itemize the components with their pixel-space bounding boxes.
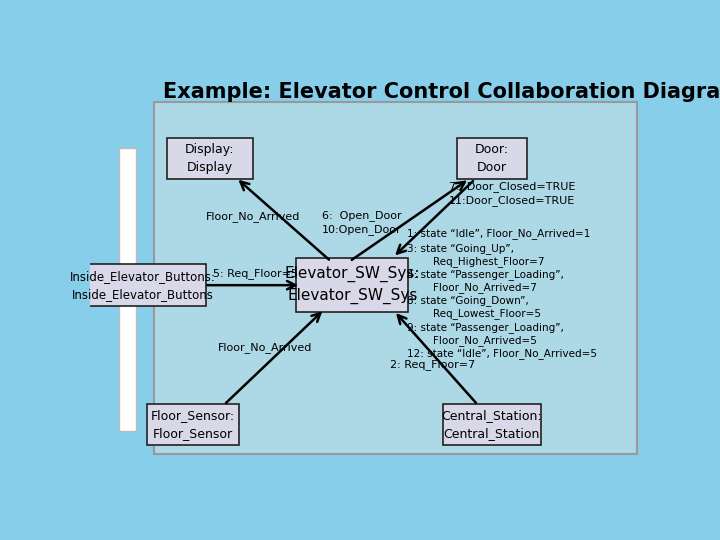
Text: Req_Highest_Floor=7: Req_Highest_Floor=7	[407, 255, 544, 267]
Text: Floor_No_Arrived=5: Floor_No_Arrived=5	[407, 335, 537, 346]
Text: Floor_No_Arrived: Floor_No_Arrived	[218, 342, 312, 353]
Text: 8: state “Going_Down”,: 8: state “Going_Down”,	[407, 295, 528, 306]
FancyBboxPatch shape	[147, 404, 239, 446]
Text: Door:
Door: Door: Door	[474, 143, 509, 174]
Text: Floor_No_Arrived=7: Floor_No_Arrived=7	[407, 282, 537, 293]
Text: 12: state “Idle”, Floor_No_Arrived=5: 12: state “Idle”, Floor_No_Arrived=5	[407, 348, 597, 359]
FancyBboxPatch shape	[119, 148, 136, 431]
Text: Elevator_SW_Sys:
Elevator_SW_Sys: Elevator_SW_Sys: Elevator_SW_Sys	[284, 266, 420, 305]
Text: Example: Elevator Control Collaboration Diagram: Example: Elevator Control Collaboration …	[163, 82, 720, 102]
Text: Central_Station:
Central_Station: Central_Station: Central_Station	[441, 409, 542, 440]
Text: Floor_No_Arrived: Floor_No_Arrived	[206, 211, 300, 222]
FancyBboxPatch shape	[154, 102, 637, 454]
FancyBboxPatch shape	[297, 258, 408, 312]
Text: 6:  Open_Door
10:Open_Door: 6: Open_Door 10:Open_Door	[322, 210, 401, 235]
FancyBboxPatch shape	[457, 138, 526, 179]
FancyBboxPatch shape	[443, 404, 541, 446]
Text: Display:
Display: Display: Display	[185, 143, 235, 174]
Text: 5: Req_Floor=5: 5: Req_Floor=5	[213, 268, 298, 279]
Text: Floor_Sensor:
Floor_Sensor: Floor_Sensor: Floor_Sensor	[151, 409, 235, 440]
FancyBboxPatch shape	[80, 265, 206, 306]
Text: 2: Req_Floor=7: 2: Req_Floor=7	[390, 360, 475, 370]
Text: 3: state “Going_Up”,: 3: state “Going_Up”,	[407, 243, 514, 254]
Text: Inside_Elevator_Buttons:
Inside_Elevator_Buttons: Inside_Elevator_Buttons: Inside_Elevator…	[70, 269, 216, 301]
Text: Req_Lowest_Floor=5: Req_Lowest_Floor=5	[407, 308, 541, 319]
Text: 1: state “Idle”, Floor_No_Arrived=1: 1: state “Idle”, Floor_No_Arrived=1	[407, 228, 590, 239]
Text: 7:  Door_Closed=TRUE
11:Door_Closed=TRUE: 7: Door_Closed=TRUE 11:Door_Closed=TRUE	[449, 181, 575, 206]
Text: 9: state “Passenger_Loading”,: 9: state “Passenger_Loading”,	[407, 322, 564, 333]
FancyBboxPatch shape	[167, 138, 253, 179]
Text: 4: state “Passenger_Loading”,: 4: state “Passenger_Loading”,	[407, 269, 564, 280]
